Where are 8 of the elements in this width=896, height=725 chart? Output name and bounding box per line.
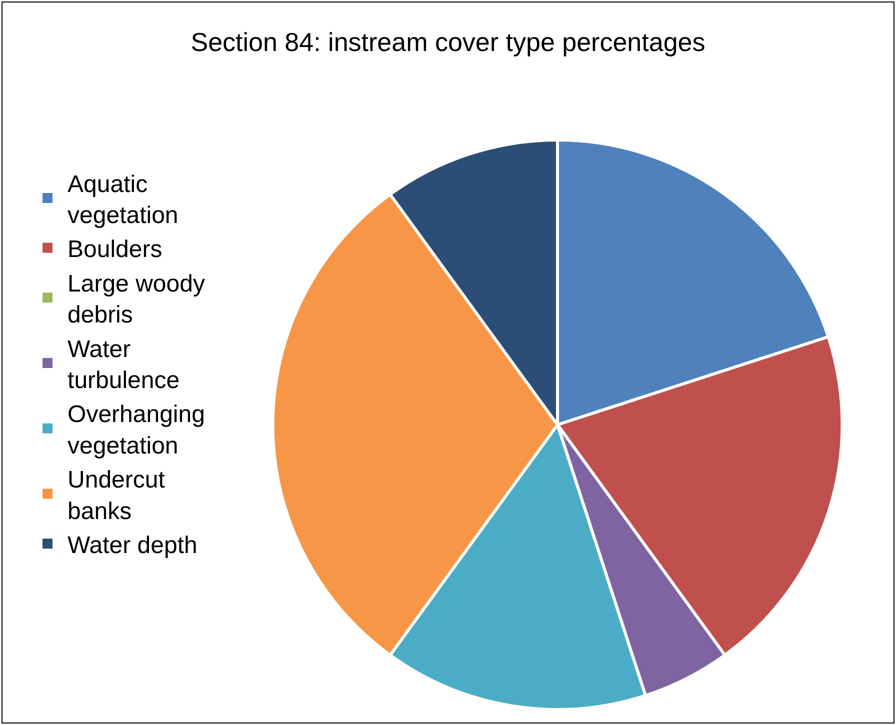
legend-label: Large woody debris xyxy=(68,270,205,329)
legend-label: Water turbulence xyxy=(68,336,180,394)
legend-label: Aquatic vegetation xyxy=(68,170,178,229)
legend-label: Overhanging vegetation xyxy=(68,401,205,460)
legend-label: Undercut banks xyxy=(68,466,166,525)
legend-label: Water depth xyxy=(68,532,198,559)
legend-label: Boulders xyxy=(68,236,162,264)
chart-title: Section 84: instream cover type percentages xyxy=(190,26,706,57)
